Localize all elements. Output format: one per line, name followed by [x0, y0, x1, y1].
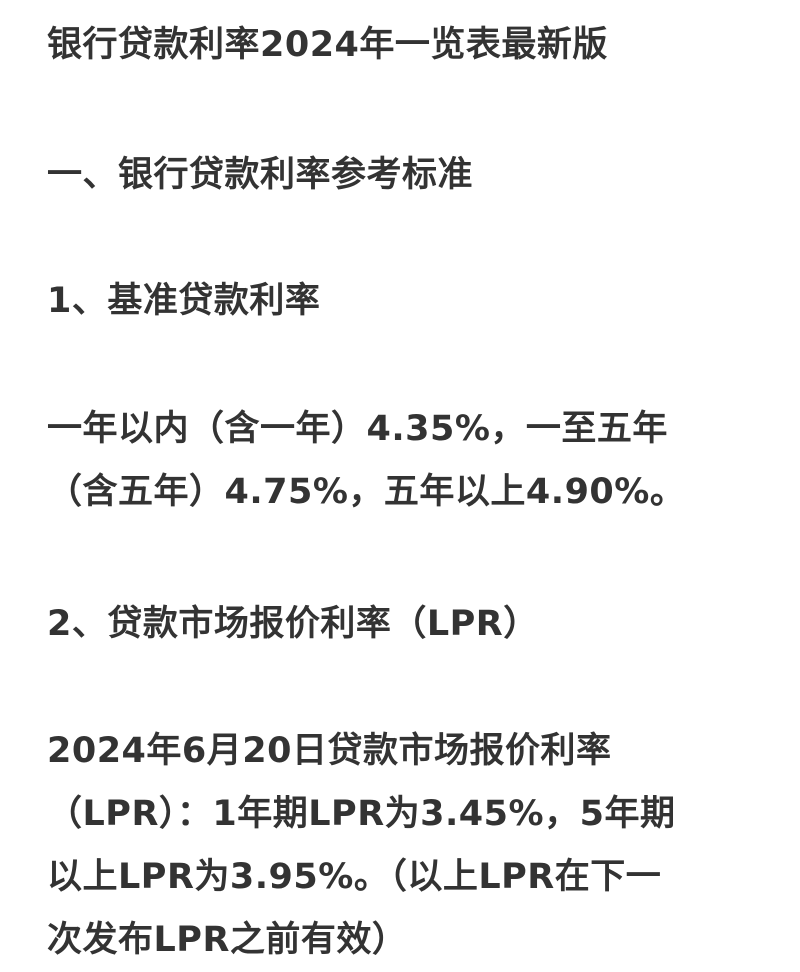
subsection-heading-benchmark-rate: 1、基准贷款利率: [47, 281, 321, 321]
document-title: 银行贷款利率2024年一览表最新版: [47, 25, 608, 65]
benchmark-rate-text-line-2: （含五年）4.75%，五年以上4.90%。: [47, 472, 686, 512]
benchmark-rate-text-line-1: 一年以内（含一年）4.35%，一至五年: [47, 409, 668, 449]
lpr-text-line-3: 以上LPR为3.95%。（以上LPR在下一: [47, 857, 662, 897]
lpr-text-line-4: 次发布LPR之前有效）: [47, 920, 408, 960]
lpr-text-line-2: （LPR）：1年期LPR为3.45%，5年期: [47, 794, 676, 834]
subsection-heading-lpr: 2、贷款市场报价利率（LPR）: [47, 604, 539, 644]
section-heading-reference-standard: 一、银行贷款利率参考标准: [47, 155, 474, 195]
lpr-text-line-1: 2024年6月20日贷款市场报价利率: [47, 731, 612, 771]
